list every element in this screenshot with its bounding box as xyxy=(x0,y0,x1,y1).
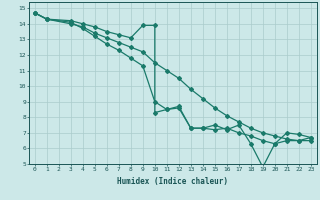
X-axis label: Humidex (Indice chaleur): Humidex (Indice chaleur) xyxy=(117,177,228,186)
